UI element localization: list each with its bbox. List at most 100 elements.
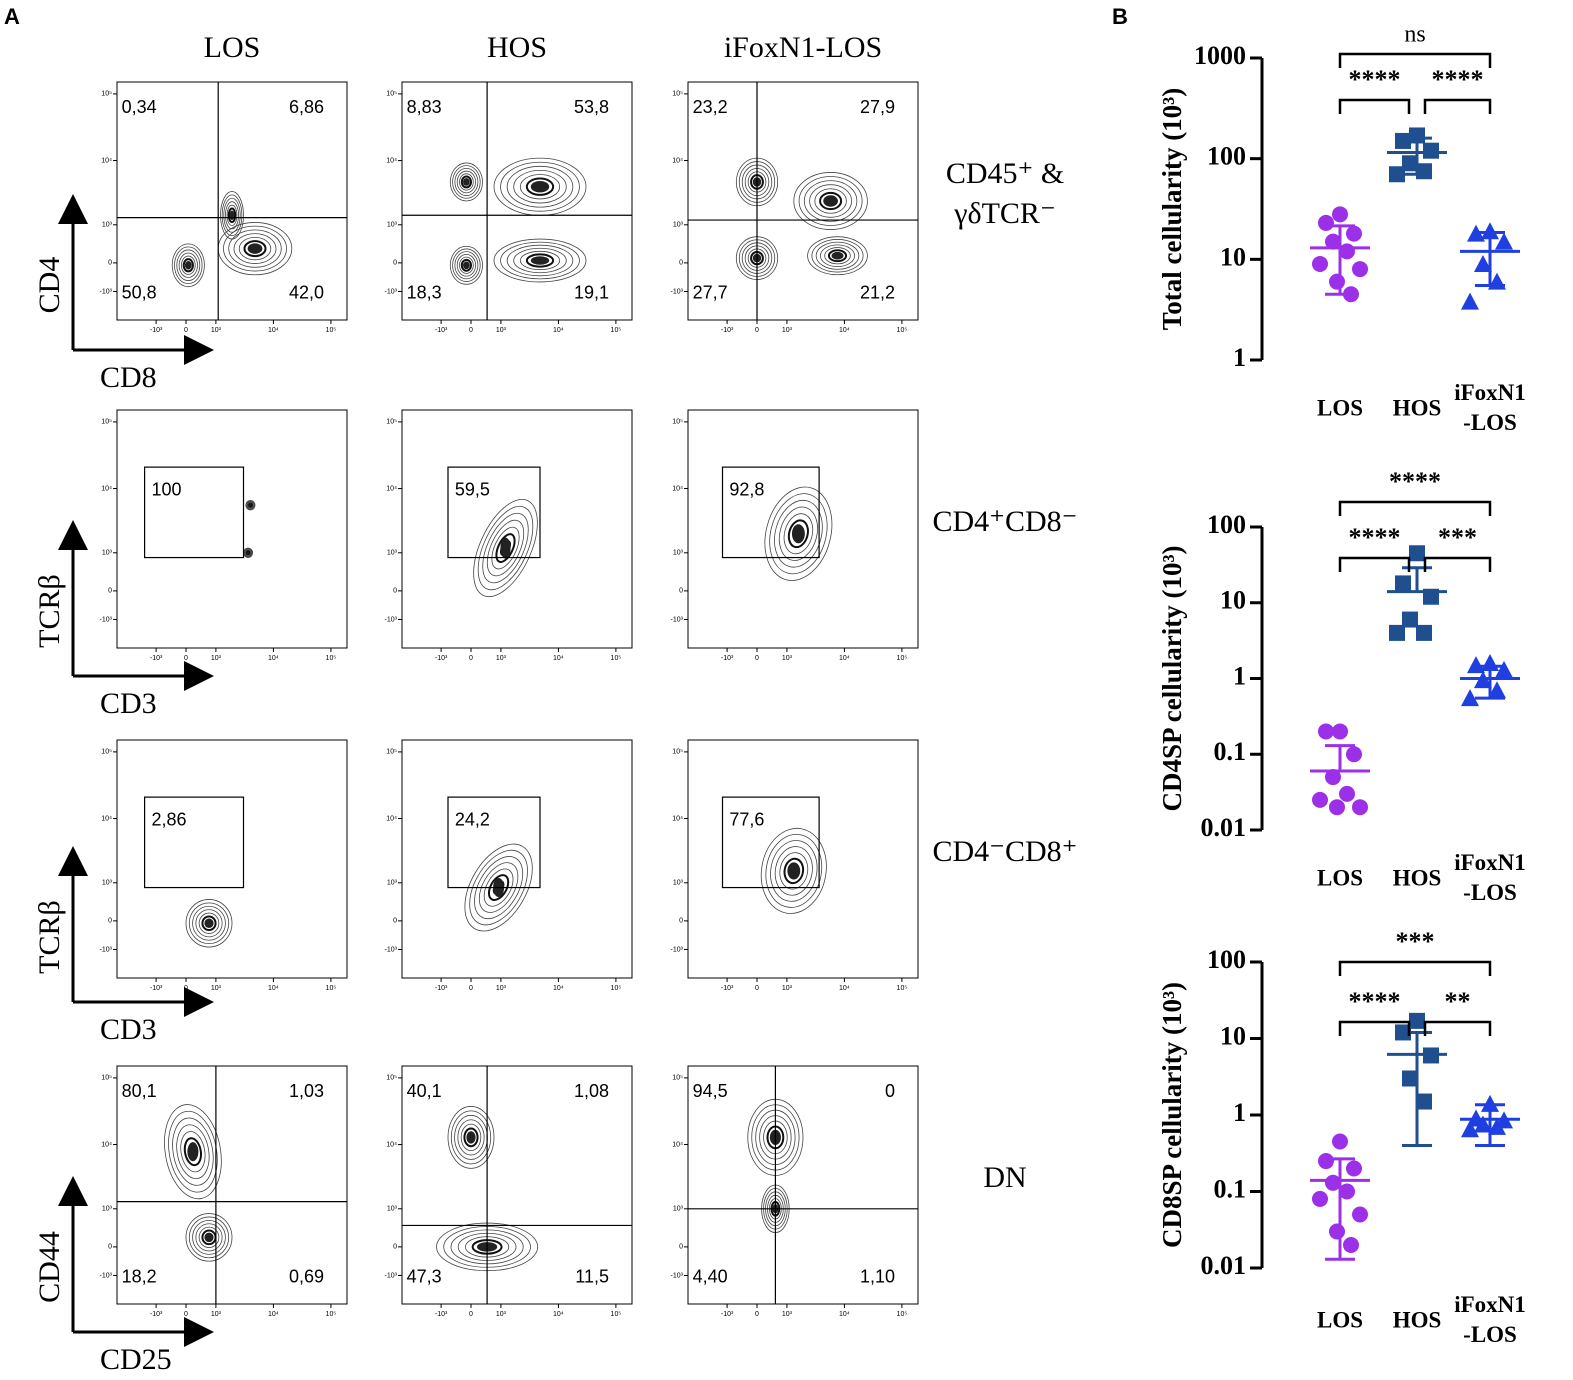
- x-tick-label: 0: [184, 655, 188, 662]
- contour: [201, 915, 217, 932]
- y-tick-label: 0: [393, 1244, 397, 1251]
- contour: [192, 1219, 226, 1255]
- flow-plot: 10⁵ 10⁴ 10³ 0 -10³ -10³ 0 10³ 10⁴ 10⁵ 8,83 53,8 18,3…: [385, 81, 633, 334]
- gate-percent: 1,10: [860, 1267, 895, 1287]
- gate-percent: 47,3: [407, 1267, 442, 1287]
- contour: [178, 252, 198, 278]
- data-point: [1318, 1153, 1334, 1170]
- plot-frame: [687, 81, 919, 321]
- data-point: [1402, 1070, 1418, 1087]
- contour: [500, 161, 580, 212]
- data-point: [1488, 1117, 1506, 1135]
- y-tick-label: 10⁴: [101, 157, 112, 164]
- x-tick-label: 10⁴: [268, 655, 279, 662]
- y-tick-label: -10³: [100, 1272, 113, 1279]
- contour: [798, 176, 863, 226]
- contour: [456, 253, 476, 277]
- data-point: [1481, 222, 1499, 240]
- data-point: [1402, 155, 1418, 172]
- y-tick-label: 0: [679, 918, 683, 925]
- y-tick-label: -10³: [385, 946, 398, 953]
- x-tick-label: -10³: [435, 1311, 448, 1318]
- contour: [506, 165, 574, 208]
- significance-bracket: [1338, 960, 1492, 976]
- contour: [793, 172, 868, 230]
- gate-percent: 100: [152, 480, 182, 500]
- y-tick-label: 10⁴: [101, 815, 112, 822]
- row-label: CD45⁺ &: [946, 157, 1064, 190]
- contour: [228, 229, 282, 268]
- x-tick-label: 10⁵: [326, 985, 337, 992]
- significance-label: ns: [1404, 22, 1425, 48]
- significance-label: ****: [1349, 987, 1401, 1016]
- contour: [185, 1213, 233, 1262]
- contour: [525, 177, 555, 196]
- contour-core: [500, 537, 511, 559]
- flow-plot: 10⁵ 10⁴ 10³ 0 -10³ -10³ 0 10³ 10⁴ 10⁵ 0,34 6,86 50,8…: [100, 81, 348, 334]
- data-point: [1329, 1223, 1345, 1240]
- y-tick-label: -10³: [671, 946, 684, 953]
- contour: [820, 244, 855, 268]
- gate-box: [447, 796, 541, 889]
- contour: [245, 500, 256, 511]
- y-tick-label: 100: [1207, 510, 1246, 539]
- gate-percent: 40,1: [407, 1081, 442, 1101]
- significance-bracket: [1338, 52, 1492, 68]
- data-point: [1346, 1160, 1362, 1177]
- x-tick-label: 0: [184, 327, 188, 334]
- contour: [464, 843, 533, 932]
- y-tick-label: 0: [679, 1244, 683, 1251]
- contour: [220, 191, 244, 240]
- contour: [223, 225, 287, 272]
- x-tick-label: 0: [755, 1311, 759, 1318]
- contour: [246, 501, 255, 510]
- data-point: [1339, 785, 1355, 802]
- data-point: [1325, 233, 1341, 250]
- y-tick-label: 0.01: [1201, 1251, 1247, 1280]
- contour: [486, 519, 525, 577]
- x-tick-label: -10³: [150, 655, 163, 662]
- contour: [482, 512, 529, 584]
- contour: [172, 1117, 214, 1186]
- x-tick-label: 10⁵: [326, 655, 337, 662]
- significance-bracket: [1338, 556, 1411, 572]
- data-point: [1329, 273, 1345, 290]
- contour: [447, 1106, 495, 1169]
- x-tick-label: 10⁴: [839, 655, 850, 662]
- data-point: [1495, 660, 1513, 678]
- gate-percent: 1,08: [574, 1081, 609, 1101]
- contour: [452, 248, 481, 282]
- data-point: [1352, 1206, 1368, 1223]
- contour: [483, 868, 514, 907]
- contour: [460, 258, 472, 272]
- contour: [778, 506, 818, 561]
- contour-core: [204, 1232, 214, 1243]
- gate-percent: 77,6: [729, 810, 764, 830]
- contour: [774, 499, 823, 568]
- significance-bracket: [1423, 1020, 1492, 1036]
- x-tick-label: 0: [184, 985, 188, 992]
- contour: [195, 1223, 223, 1252]
- y-tick-label: 10³: [673, 550, 684, 557]
- y-tick-label: 10⁵: [672, 91, 683, 98]
- contour-core: [831, 251, 844, 260]
- y-tick-label: 10³: [387, 880, 398, 887]
- gate-box: [144, 796, 245, 889]
- y-tick-label: 10⁵: [386, 749, 397, 756]
- y-tick-label: 10⁵: [101, 419, 112, 426]
- y-tick-label: 0: [679, 588, 683, 595]
- gate-percent: 53,8: [574, 97, 609, 117]
- y-axis-label: TCRβ: [33, 574, 66, 648]
- y-axis-label: CD44: [33, 1231, 66, 1303]
- x-tick-label: 10⁴: [553, 985, 564, 992]
- y-tick-label: 10⁵: [386, 91, 397, 98]
- contour: [182, 258, 194, 273]
- y-tick-label: 0: [108, 918, 112, 925]
- data-point: [1461, 1120, 1479, 1138]
- x-tick-label: 10⁵: [326, 1311, 337, 1318]
- data-point: [1474, 254, 1492, 272]
- contour: [463, 1127, 479, 1148]
- significance-bracket: [1338, 1020, 1411, 1036]
- y-tick-label: 0.01: [1201, 813, 1247, 842]
